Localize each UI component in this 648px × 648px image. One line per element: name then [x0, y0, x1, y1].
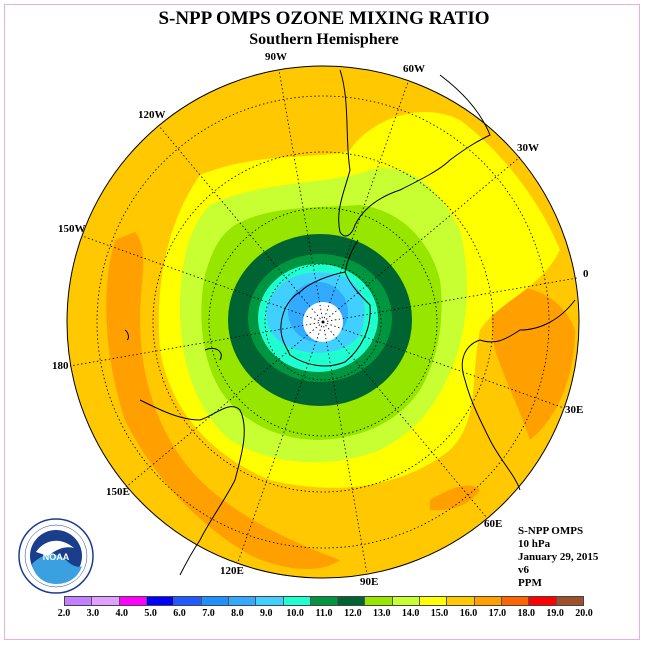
colorbar-tick-label: 9.0 — [259, 608, 273, 619]
new-zealand-coast — [124, 329, 222, 361]
colorbar-swatch — [474, 597, 502, 605]
map-boundary — [66, 65, 580, 579]
info-units: PPM — [518, 577, 542, 589]
colorbar-tick-label: 17.0 — [488, 608, 507, 619]
south-america-coast — [338, 69, 491, 237]
band-16-17-east — [491, 287, 575, 440]
colorbar-swatch — [447, 597, 475, 605]
lon-label-60e: 60E — [484, 518, 503, 530]
info-version: v6 — [518, 564, 529, 576]
colorbar-swatch — [92, 597, 120, 605]
lon-label-150w: 150W — [58, 223, 86, 235]
lon-label-30e: 30E — [565, 404, 584, 416]
colorbar-swatch — [119, 597, 147, 605]
noaa-logo-text: NOAA — [43, 552, 70, 562]
lon-label-90w: 90W — [265, 51, 287, 63]
colorbar-tick-label: 6.0 — [173, 608, 186, 619]
meridians — [69, 69, 578, 575]
colorbar — [64, 596, 584, 606]
lon-label-120e: 120E — [220, 565, 244, 577]
lon-label-150e: 150E — [106, 486, 130, 498]
lon-label-180: 180 — [52, 360, 69, 372]
band-16-17-southeast — [430, 485, 480, 511]
colorbar-tick-label: 3.0 — [86, 608, 100, 619]
lon-label-120w: 120W — [138, 109, 166, 121]
colorbar-swatch — [310, 597, 339, 605]
colorbar-tick-label: 20.0 — [575, 608, 593, 619]
noaa-logo: NOAA — [18, 518, 94, 594]
antarctic-peninsula — [344, 239, 359, 273]
colorbar-swatch — [420, 597, 448, 605]
coastlines — [124, 69, 576, 576]
colorbar-swatch — [556, 597, 583, 605]
colorbar-swatch — [174, 597, 202, 605]
ozone-field — [67, 66, 579, 578]
colorbar-swatch — [201, 597, 229, 605]
colorbar-tick-label: 8.0 — [231, 608, 244, 619]
colorbar-tick-label: 11.0 — [315, 608, 333, 619]
colorbar-tick-label: 7.0 — [202, 608, 215, 619]
colorbar-tick-label: 5.0 — [144, 608, 157, 619]
colorbar-tick-label: 19.0 — [546, 608, 564, 619]
lon-label-30w: 30W — [517, 142, 539, 154]
map-title: S-NPP OMPS OZONE MIXING RATIO — [158, 8, 490, 29]
colorbar-tick-label: 16.0 — [459, 608, 478, 619]
colorbar-swatch — [283, 597, 311, 605]
colorbar-tick-label: 10.0 — [286, 608, 304, 619]
colorbar-tick-label: 4.0 — [115, 608, 129, 619]
africa-coast — [461, 299, 576, 491]
colorbar-swatch — [338, 597, 366, 605]
colorbar-swatch — [365, 597, 393, 605]
colorbar-swatch — [392, 597, 421, 605]
colorbar-tick-label: 12.0 — [344, 608, 362, 619]
info-pressure: 10 hPa — [518, 538, 551, 550]
colorbar-tick-label: 15.0 — [430, 608, 449, 619]
colorbar-swatch — [529, 597, 557, 605]
lon-label-0: 0 — [583, 268, 589, 280]
colorbar-swatch — [256, 597, 284, 605]
colorbar-tick-label: 13.0 — [373, 608, 391, 619]
info-instrument: S-NPP OMPS — [518, 525, 584, 537]
colorbar-swatch — [228, 597, 257, 605]
colorbar-swatch — [502, 597, 530, 605]
info-date: January 29, 2015 — [518, 551, 599, 563]
colorbar-tick-label: 14.0 — [401, 608, 420, 619]
latitude-circles — [96, 95, 550, 549]
map-subtitle: Southern Hemisphere — [249, 31, 399, 48]
colorbar-swatch — [65, 597, 93, 605]
antarctica-coast — [280, 271, 371, 367]
plot-frame — [4, 4, 640, 640]
info-block: S-NPP OMPS 10 hPa January 29, 2015 v6 PP… — [518, 525, 598, 590]
colorbar-tick-label: 18.0 — [517, 608, 535, 619]
colorbar-tick-label: 2.0 — [57, 608, 71, 619]
australia-coast — [139, 399, 245, 576]
colorbar-labels: 2.0 3.0 4.0 5.0 6.0 7.0 8.0 9.0 10.0 11.0 12.0 13.0… — [58, 608, 593, 622]
lon-label-90e: 90E — [360, 576, 379, 588]
colorbar-swatch — [146, 597, 175, 605]
lon-label-60w: 60W — [403, 63, 425, 75]
